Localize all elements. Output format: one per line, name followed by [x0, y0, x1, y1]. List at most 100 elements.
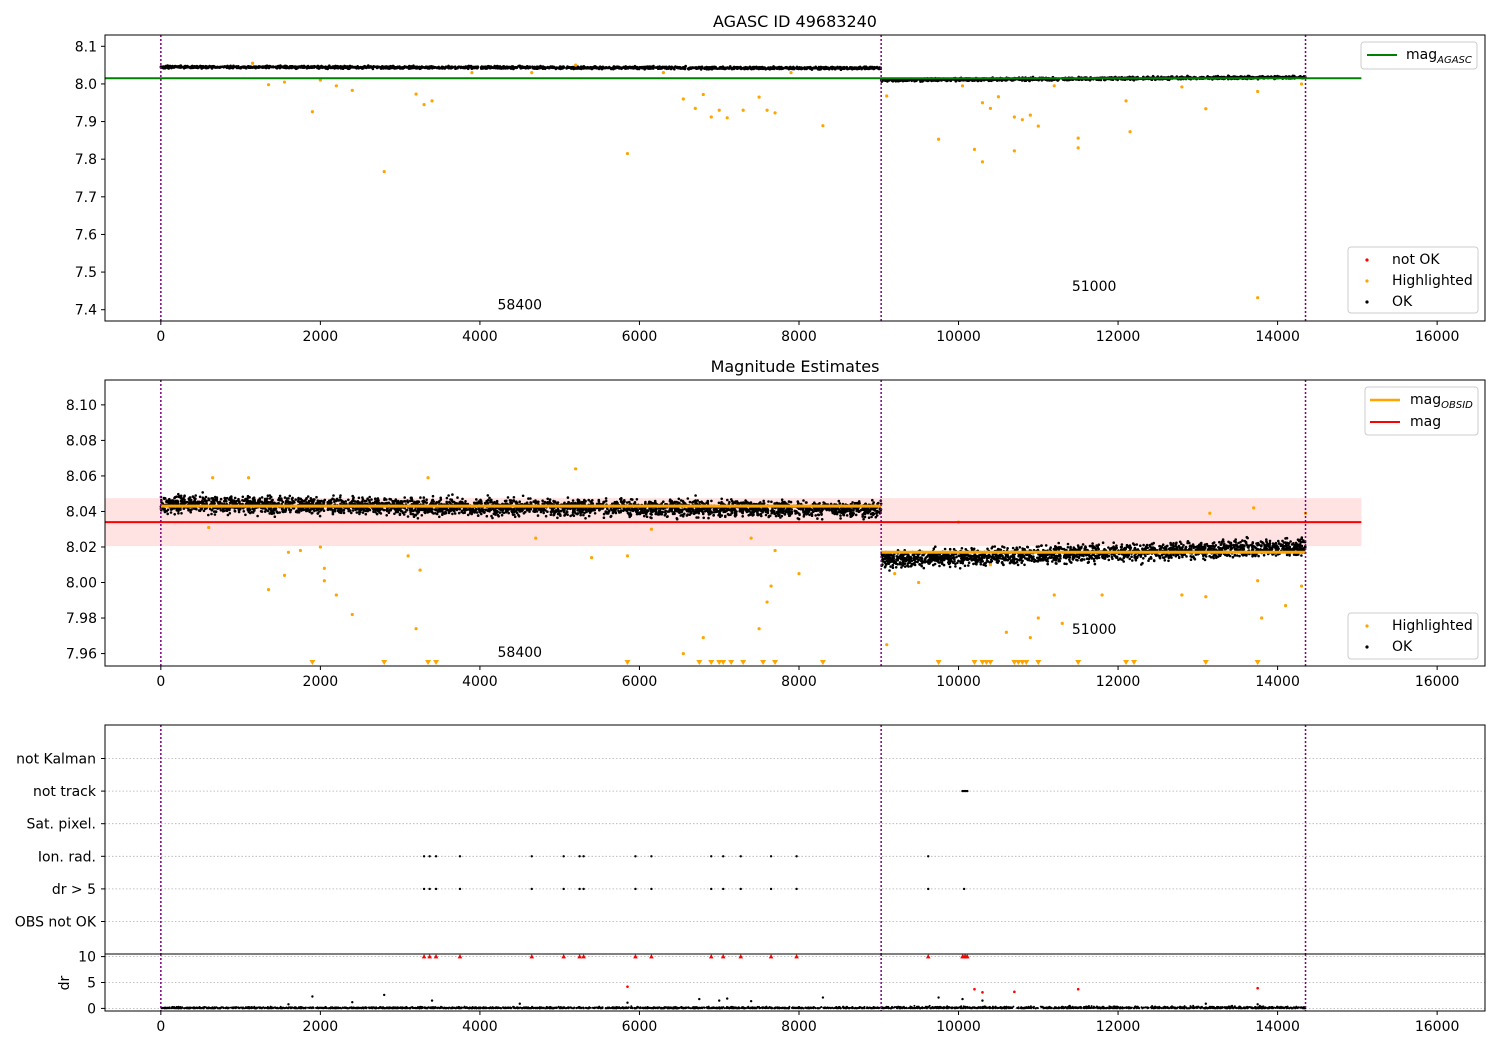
- ok-point: [218, 66, 221, 69]
- ok-point: [796, 67, 799, 70]
- ok-point: [432, 65, 435, 69]
- ok-point: [598, 66, 602, 69]
- ok-point: [181, 65, 184, 69]
- ok-point: [577, 67, 581, 70]
- ok-point: [283, 65, 287, 69]
- ok-point: [837, 499, 841, 503]
- ok-point: [300, 65, 304, 69]
- ok-point: [307, 66, 311, 69]
- ok-point: [694, 66, 698, 69]
- highlighted-point: [422, 103, 426, 107]
- ok-point: [617, 65, 620, 69]
- ok-point: [509, 66, 513, 69]
- x-tick-label: 16000: [1415, 329, 1460, 345]
- ok-point: [723, 66, 726, 70]
- ok-point: [260, 496, 264, 499]
- ok-point: [200, 66, 203, 69]
- ok-point: [531, 66, 535, 69]
- ok-point: [256, 514, 259, 518]
- ok-point: [239, 66, 243, 69]
- highlighted-point: [709, 115, 713, 119]
- highlighted-point: [996, 95, 1001, 99]
- ok-point: [726, 66, 730, 69]
- ok-point: [369, 65, 373, 68]
- ok-point: [764, 513, 768, 517]
- ok-point: [237, 66, 241, 70]
- ok-point: [654, 66, 657, 69]
- ok-point: [387, 511, 391, 515]
- ok-point: [474, 508, 478, 511]
- ok-point: [664, 509, 667, 512]
- highlighted-point: [885, 94, 889, 98]
- ok-point: [611, 66, 614, 70]
- highlighted-point: [334, 84, 338, 88]
- ok-point: [649, 67, 652, 70]
- ok-point: [858, 67, 861, 70]
- ok-point: [646, 67, 650, 70]
- ok-point: [184, 65, 187, 68]
- ok-point: [423, 66, 427, 70]
- ok-point: [867, 516, 871, 519]
- ok-point: [793, 67, 797, 70]
- ok-point: [260, 510, 264, 513]
- ok-point: [384, 66, 387, 70]
- ok-point: [845, 514, 849, 517]
- ok-point: [622, 65, 625, 69]
- ok-point: [340, 65, 343, 69]
- highlighted-point: [661, 71, 665, 75]
- ok-point: [303, 66, 306, 69]
- ok-point: [874, 66, 877, 70]
- ok-point: [822, 66, 825, 69]
- ok-point: [253, 65, 257, 68]
- highlighted-point: [701, 92, 705, 97]
- y-tick-label: 8.0: [75, 77, 97, 93]
- ok-point: [737, 66, 741, 69]
- highlighted-point: [625, 151, 630, 156]
- ok-point: [535, 66, 539, 69]
- epoch-annotation: 51000: [1072, 279, 1117, 295]
- highlighted-point: [470, 71, 474, 75]
- highlighted-point: [282, 80, 287, 84]
- ok-point: [290, 65, 294, 68]
- ok-point: [759, 65, 763, 69]
- highlighted-point: [1256, 89, 1260, 94]
- ok-point: [703, 66, 707, 70]
- ok-point: [511, 65, 515, 68]
- ok-point: [216, 65, 219, 69]
- ok-point: [163, 66, 167, 70]
- ok-point: [707, 513, 711, 516]
- ok-point: [635, 498, 639, 501]
- ok-point: [677, 65, 681, 69]
- y-tick-label: 7.5: [75, 265, 97, 281]
- highlighted-point: [1076, 136, 1080, 140]
- ok-point: [802, 499, 805, 502]
- highlighted-point: [980, 101, 985, 105]
- ok-point: [487, 65, 491, 69]
- x-tick-label: 2000: [303, 329, 339, 345]
- highlighted-point: [382, 170, 386, 174]
- ok-point: [571, 499, 575, 502]
- ok-point: [403, 65, 406, 68]
- highlighted-point: [250, 61, 255, 65]
- ok-point: [207, 497, 210, 500]
- ok-point: [648, 65, 652, 68]
- ok-point: [285, 65, 289, 68]
- ok-point: [772, 66, 775, 69]
- ok-point: [694, 494, 697, 497]
- ok-point: [586, 66, 589, 70]
- ok-point: [664, 65, 668, 69]
- highlighted-point: [414, 92, 418, 96]
- ok-point: [420, 66, 424, 69]
- highlighted-legend-marker: [1365, 279, 1369, 283]
- ok-point: [743, 67, 746, 71]
- ok-point: [855, 66, 859, 70]
- ok-point: [558, 512, 561, 515]
- ok-point: [461, 497, 464, 501]
- ok-point: [332, 494, 335, 497]
- ok-point: [372, 65, 375, 69]
- ok-point: [465, 65, 469, 69]
- ok-point: [615, 65, 618, 69]
- ok-point: [347, 498, 350, 502]
- highlighted-point: [681, 97, 685, 101]
